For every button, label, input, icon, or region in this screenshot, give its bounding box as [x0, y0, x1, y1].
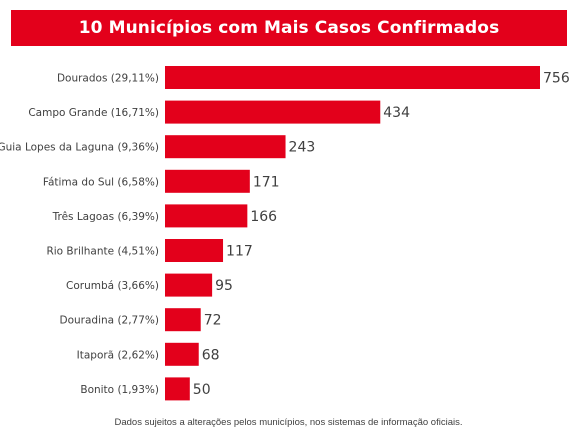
category-label: Rio Brilhante (4,51%) — [46, 246, 159, 258]
bar — [165, 169, 250, 193]
value-label: 95 — [215, 278, 233, 294]
bar — [165, 135, 286, 159]
category-label: Dourados (29,11%) — [57, 73, 159, 85]
category-label: Corumbá (3,66%) — [66, 280, 159, 292]
category-label: Bonito (1,93%) — [80, 384, 159, 396]
bar — [165, 239, 224, 262]
chart-title: 10 Municípios com Mais Casos Confirmados — [11, 10, 567, 46]
category-label: Três Lagoas (6,39%) — [52, 211, 159, 223]
category-label: Guia Lopes da Laguna (9,36%) — [0, 142, 159, 154]
value-label: 50 — [193, 382, 211, 398]
category-label: Douradina (2,77%) — [60, 315, 159, 327]
footnote: Dados sujeitos a alterações pelos municí… — [114, 417, 463, 428]
bar — [165, 342, 199, 366]
value-label: 434 — [383, 105, 410, 121]
bar — [165, 100, 381, 124]
value-label: 756 — [543, 71, 570, 87]
category-label: Itaporã (2,62%) — [77, 349, 159, 361]
bar — [165, 273, 213, 297]
category-label: Fátima do Sul (6,58%) — [43, 176, 159, 188]
value-label: 171 — [253, 174, 280, 190]
bar — [165, 204, 248, 228]
value-label: 72 — [204, 313, 222, 329]
category-label: Campo Grande (16,71%) — [28, 107, 159, 119]
bar — [165, 377, 190, 401]
value-label: 68 — [202, 347, 220, 363]
value-label: 243 — [289, 140, 316, 156]
bar — [165, 308, 201, 332]
value-label: 117 — [226, 244, 253, 260]
bar — [165, 66, 540, 89]
value-label: 166 — [250, 209, 277, 225]
